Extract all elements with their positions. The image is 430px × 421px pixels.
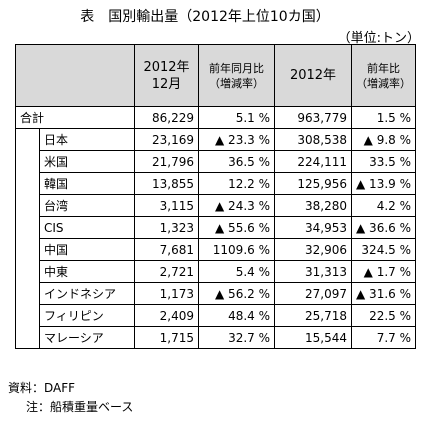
cell-month-rate: 36.5 %: [198, 150, 275, 173]
cell-year-rate: ▲ 13.9 %: [351, 172, 416, 195]
indent-cell: [15, 304, 40, 327]
indent-cell: [15, 194, 40, 217]
table-row: 米国 21,796 36.5 % 224,111 33.5 %: [15, 150, 416, 173]
header-month-qty: 2012年 12月: [134, 44, 199, 107]
row-name: 米国: [39, 150, 135, 173]
cell-month-rate: 12.2 %: [198, 172, 275, 195]
cell-year-rate: 33.5 %: [351, 150, 416, 173]
indent-cell: [15, 150, 40, 173]
cell-year-rate: 324.5 %: [351, 238, 416, 261]
cell-month-rate: 48.4 %: [198, 304, 275, 327]
cell-year-qty: 125,956: [274, 172, 352, 195]
cell-year-qty: 38,280: [274, 194, 352, 217]
row-name: 合計: [15, 106, 135, 129]
cell-month-qty: 2,409: [134, 304, 199, 327]
cell-year-rate: ▲ 31.6 %: [351, 282, 416, 305]
table-title: 表 国別輸出量（2012年上位10カ国）: [80, 9, 330, 25]
indent-cell: [15, 128, 40, 151]
source-note: 資料：DAFF: [8, 381, 76, 395]
cell-month-qty: 1,173: [134, 282, 199, 305]
header-blank: [15, 44, 135, 107]
row-name: CIS: [39, 216, 135, 239]
cell-month-qty: 1,715: [134, 326, 199, 349]
cell-month-qty: 1,323: [134, 216, 199, 239]
cell-month-qty: 2,721: [134, 260, 199, 283]
cell-year-qty: 224,111: [274, 150, 352, 173]
table-row: インドネシア 1,173 ▲ 56.2 % 27,097 ▲ 31.6 %: [15, 282, 416, 305]
cell-year-rate: 22.5 %: [351, 304, 416, 327]
cell-month-qty: 13,855: [134, 172, 199, 195]
cell-year-rate: ▲ 36.6 %: [351, 216, 416, 239]
row-name: 中東: [39, 260, 135, 283]
cell-month-rate: ▲ 55.6 %: [198, 216, 275, 239]
cell-month-rate: 1109.6 %: [198, 238, 275, 261]
cell-year-rate: 7.7 %: [351, 326, 416, 349]
cell-year-qty: 15,544: [274, 326, 352, 349]
cell-month-rate: 32.7 %: [198, 326, 275, 349]
cell-year-qty: 308,538: [274, 128, 352, 151]
cell-year-qty: 32,906: [274, 238, 352, 261]
table-row: フィリピン 2,409 48.4 % 25,718 22.5 %: [15, 304, 416, 327]
row-name: 中国: [39, 238, 135, 261]
row-name: マレーシア: [39, 326, 135, 349]
cell-month-rate: ▲ 56.2 %: [198, 282, 275, 305]
cell-month-rate: ▲ 24.3 %: [198, 194, 275, 217]
cell-year-rate: ▲ 1.7 %: [351, 260, 416, 283]
cell-year-rate: ▲ 9.8 %: [351, 128, 416, 151]
header-year-qty-text: 2012年: [289, 68, 337, 83]
table-row: 中東 2,721 5.4 % 31,313 ▲ 1.7 %: [15, 260, 416, 283]
export-table: 2012年 12月 前年同月比 （増減率） 2012年 前年比 （増減率） 合計…: [15, 44, 416, 349]
row-name: 台湾: [39, 194, 135, 217]
table-row: 中国 7,681 1109.6 % 32,906 324.5 %: [15, 238, 416, 261]
row-name: フィリピン: [39, 304, 135, 327]
table-row: 日本 23,169 ▲ 23.3 % 308,538 ▲ 9.8 %: [15, 128, 416, 151]
cell-year-qty: 963,779: [274, 106, 352, 129]
table-row: マレーシア 1,715 32.7 % 15,544 7.7 %: [15, 326, 416, 349]
indent-cell: [15, 282, 40, 305]
cell-year-qty: 25,718: [274, 304, 352, 327]
header-year-qty: 2012年: [274, 44, 352, 107]
table-row: 合計 86,229 5.1 % 963,779 1.5 %: [15, 106, 416, 129]
cell-year-rate: 1.5 %: [351, 106, 416, 129]
cell-month-rate: 5.4 %: [198, 260, 275, 283]
cell-year-qty: 27,097: [274, 282, 352, 305]
table-row: 韓国 13,855 12.2 % 125,956 ▲ 13.9 %: [15, 172, 416, 195]
cell-month-qty: 23,169: [134, 128, 199, 151]
cell-month-rate: 5.1 %: [198, 106, 275, 129]
row-name: インドネシア: [39, 282, 135, 305]
cell-month-rate: ▲ 23.3 %: [198, 128, 275, 151]
header-month-rate: 前年同月比 （増減率）: [198, 44, 275, 107]
header-month-qty-text: 2012年 12月: [143, 59, 190, 92]
cell-month-qty: 7,681: [134, 238, 199, 261]
table-row: CIS 1,323 ▲ 55.6 % 34,953 ▲ 36.6 %: [15, 216, 416, 239]
cell-year-qty: 31,313: [274, 260, 352, 283]
table-row: 台湾 3,115 ▲ 24.3 % 38,280 4.2 %: [15, 194, 416, 217]
indent-cell: [15, 326, 40, 349]
header-year-rate-text: 前年比 （増減率）: [356, 61, 411, 90]
header-year-rate: 前年比 （増減率）: [351, 44, 416, 107]
indent-cell: [15, 216, 40, 239]
row-name: 日本: [39, 128, 135, 151]
indent-cell: [15, 172, 40, 195]
indent-cell: [15, 260, 40, 283]
cell-year-rate: 4.2 %: [351, 194, 416, 217]
unit-label: （単位:トン）: [337, 31, 420, 46]
header-row: 2012年 12月 前年同月比 （増減率） 2012年 前年比 （増減率）: [15, 44, 416, 107]
header-month-rate-text: 前年同月比 （増減率）: [209, 61, 264, 90]
row-name: 韓国: [39, 172, 135, 195]
weight-note: 注：船積重量ベース: [26, 400, 134, 414]
indent-cell: [15, 238, 40, 261]
cell-month-qty: 21,796: [134, 150, 199, 173]
cell-month-qty: 86,229: [134, 106, 199, 129]
cell-month-qty: 3,115: [134, 194, 199, 217]
cell-year-qty: 34,953: [274, 216, 352, 239]
